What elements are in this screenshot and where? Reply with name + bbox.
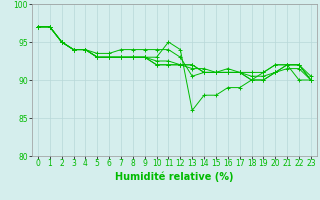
X-axis label: Humidité relative (%): Humidité relative (%) (115, 171, 234, 182)
